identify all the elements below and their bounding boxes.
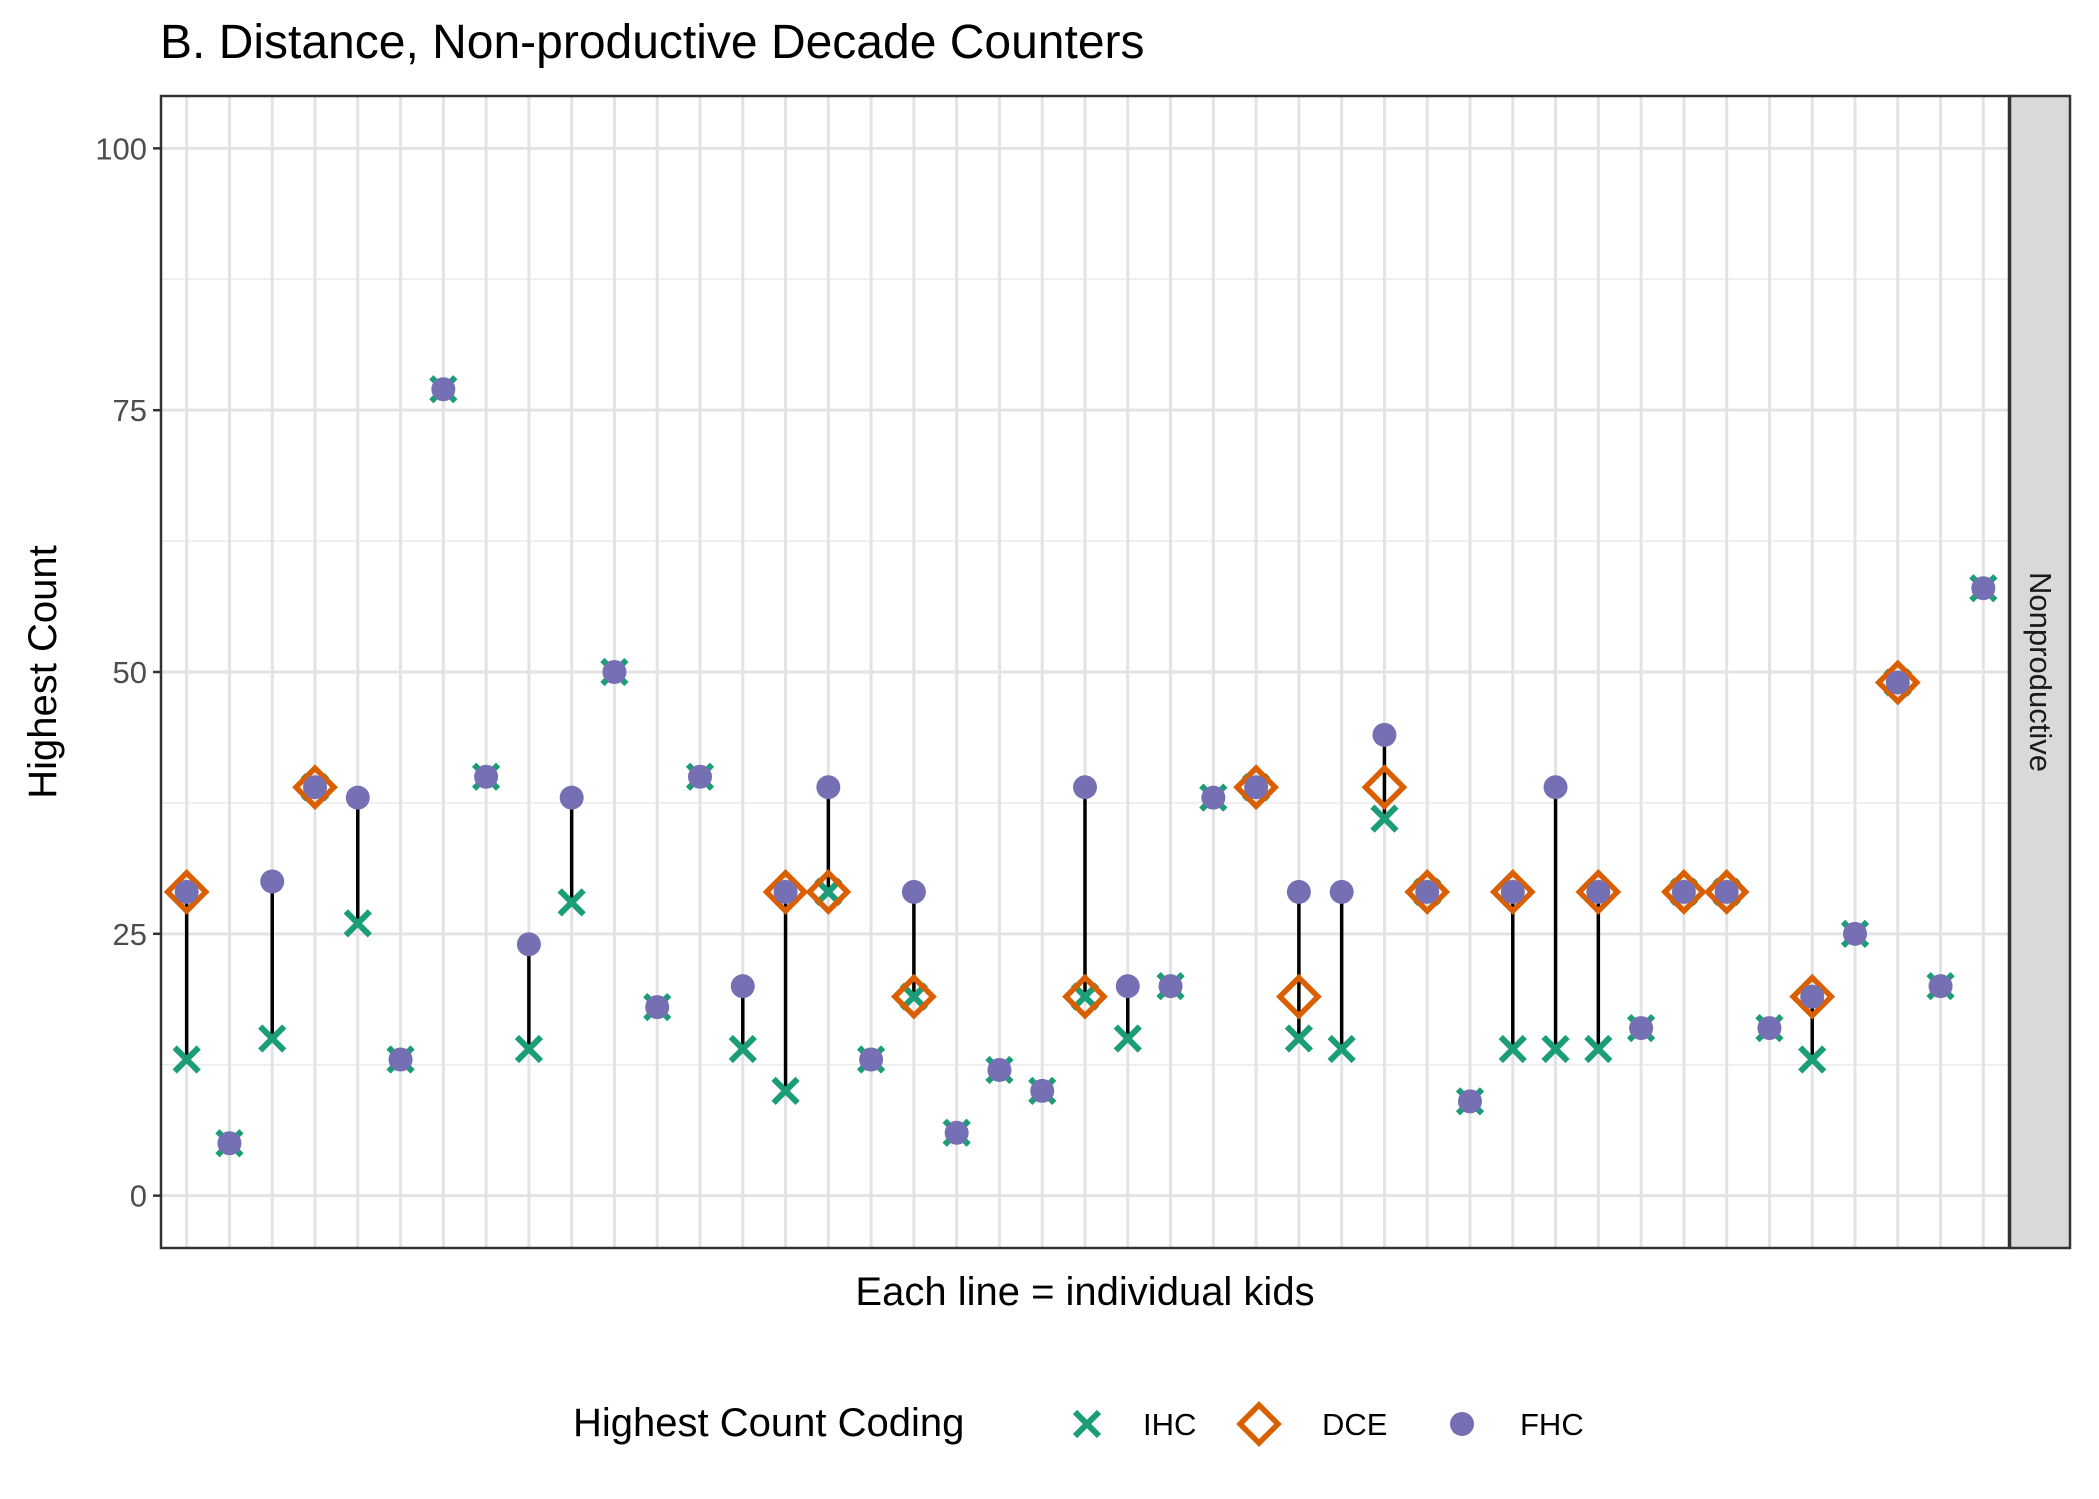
dce-point — [890, 973, 937, 1020]
fhc-point — [217, 1131, 242, 1156]
fhc-point — [1971, 576, 1996, 601]
fhc-point — [1500, 879, 1525, 904]
fhc-point — [1201, 785, 1226, 810]
y-tick-label: 50 — [113, 655, 147, 690]
fhc-point — [730, 974, 755, 999]
y-axis-title: Highest Count — [21, 545, 65, 798]
ihc-point — [343, 909, 372, 938]
fhc-point — [859, 1047, 884, 1072]
fhc-point — [1458, 1089, 1482, 1114]
fhc-point — [944, 1120, 969, 1145]
legend-label-dce: DCE — [1322, 1407, 1387, 1442]
fhc-point — [901, 879, 926, 904]
fhc-point — [345, 785, 370, 810]
dce-point — [762, 869, 809, 915]
dce-point — [1575, 869, 1622, 915]
fhc-point — [1714, 879, 1739, 904]
facet-strip-label: Nonproductive — [2023, 572, 2058, 772]
dce-point — [292, 764, 338, 811]
fhc-point — [1115, 974, 1140, 999]
fhc-point — [260, 869, 285, 894]
dce-point — [805, 869, 852, 915]
fhc-point — [1885, 670, 1910, 695]
facet-strip-box — [2008, 94, 2072, 1250]
ihc-point — [514, 1034, 544, 1064]
fhc-point — [516, 932, 541, 957]
dce-point — [1062, 973, 1108, 1020]
dce-point — [1489, 869, 1536, 915]
fhc-point — [303, 775, 327, 800]
ihc-point — [1584, 1034, 1613, 1064]
plot-panel — [159, 94, 2011, 1250]
fhc-point — [1757, 1016, 1782, 1041]
fhc-point — [1030, 1078, 1055, 1103]
fhc-point — [1415, 879, 1440, 904]
fhc-point — [1671, 879, 1696, 904]
fhc-point — [1586, 879, 1611, 904]
ihc-point — [1370, 804, 1399, 833]
ihc-point — [557, 888, 586, 917]
fhc-point — [1800, 984, 1825, 1009]
fhc-point — [1928, 974, 1953, 999]
ihc-point — [1327, 1034, 1356, 1064]
fhc-point — [1372, 722, 1397, 747]
y-tick-label: 25 — [113, 917, 147, 952]
fhc-point — [431, 377, 456, 402]
ihc-point — [1284, 1024, 1314, 1053]
dce-point — [163, 869, 210, 915]
dce-point — [1874, 659, 1921, 706]
fhc-point — [474, 764, 499, 789]
x-axis-title: Each line = individual kids — [855, 1270, 1314, 1314]
legend-label-ihc: IHC — [1143, 1407, 1196, 1442]
ihc-point — [771, 1076, 800, 1106]
fhc-point — [1843, 921, 1867, 946]
fhc-point — [1329, 879, 1354, 904]
y-tick-label: 100 — [95, 131, 147, 166]
legend-dce-key — [1236, 1401, 1282, 1447]
fhc-point — [388, 1047, 413, 1072]
fhc-point — [559, 785, 584, 810]
dce-point — [1276, 973, 1322, 1020]
fhc-point — [602, 660, 627, 684]
facet-strip: Nonproductive — [2008, 94, 2072, 1250]
fhc-point — [773, 879, 798, 904]
y-tick-label: 75 — [113, 393, 147, 428]
fhc-point — [816, 775, 841, 800]
chart-title: B. Distance, Non-productive Decade Count… — [160, 16, 1145, 69]
dce-point — [1233, 764, 1279, 811]
fhc-point — [174, 879, 199, 904]
legend-label-fhc: FHC — [1520, 1407, 1584, 1442]
dce-point — [1789, 973, 1836, 1020]
ihc-point — [1798, 1045, 1827, 1074]
fhc-point — [688, 764, 712, 789]
dce-point — [1361, 764, 1408, 811]
legend-fhc-key — [1450, 1412, 1474, 1436]
grid-lines — [161, 96, 2009, 1248]
ihc-point — [1498, 1034, 1527, 1064]
ihc-point — [1541, 1034, 1570, 1064]
y-axis: 0 25 50 75 100 — [95, 131, 161, 1214]
fhc-point — [1543, 775, 1568, 800]
fhc-point — [1286, 879, 1311, 904]
data-points — [163, 375, 1998, 1158]
legend-ihc-key — [1072, 1409, 1102, 1439]
fhc-point — [645, 995, 670, 1020]
fhc-point — [1244, 775, 1269, 800]
dce-point — [1404, 869, 1451, 915]
ihc-point — [172, 1045, 201, 1074]
legend-title: Highest Count Coding — [573, 1401, 964, 1445]
legend: Highest Count Coding IHC DCE FHC — [573, 1401, 1584, 1447]
dce-point — [1661, 869, 1707, 915]
fhc-point — [1158, 974, 1183, 999]
ihc-point — [1113, 1024, 1142, 1053]
y-tick-label: 0 — [130, 1179, 147, 1214]
dce-point — [1703, 869, 1750, 915]
fhc-point — [987, 1057, 1012, 1082]
fhc-point — [1073, 775, 1097, 800]
ihc-point — [258, 1024, 287, 1053]
ihc-point — [728, 1034, 757, 1064]
fhc-point — [1629, 1016, 1654, 1041]
